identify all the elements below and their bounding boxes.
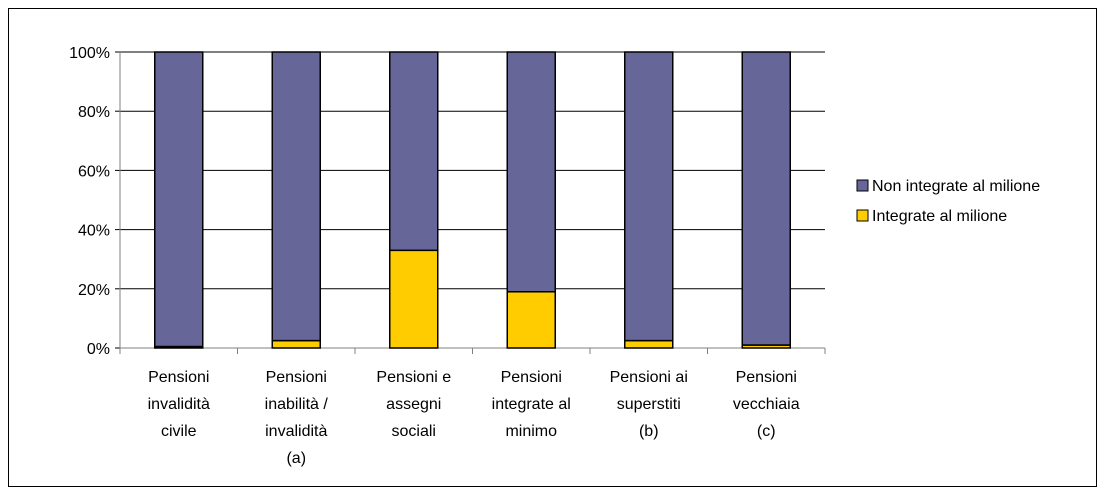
x-tick-label: Pensioni inabilità / invalidità (a) (265, 369, 329, 467)
x-tick-label: Pensioni vecchiaia (c) (733, 369, 800, 440)
bar-segment (154, 51, 204, 348)
y-tick-label: 20% (78, 282, 110, 299)
bar-segment (271, 51, 321, 342)
x-tick-label: Pensioni integrate al minimo (492, 369, 571, 440)
y-tick-label: 100% (69, 45, 110, 62)
bar-segment (741, 51, 791, 346)
bar-segment (624, 339, 674, 349)
x-tick-label: Pensioni invalidità civile (148, 369, 210, 440)
bar-segment (506, 291, 556, 349)
legend-swatch (856, 209, 869, 222)
bar-segment (389, 51, 439, 252)
y-tick-label: 0% (87, 341, 110, 358)
bar-segment (271, 339, 321, 349)
legend-swatch (856, 179, 869, 192)
y-tick-label: 80% (78, 104, 110, 121)
legend-label: Integrate al milione (872, 208, 1007, 225)
y-tick-label: 60% (78, 163, 110, 180)
legend-label: Non integrate al milione (872, 178, 1040, 195)
bar-segment (624, 51, 674, 342)
y-tick-label: 40% (78, 223, 110, 240)
bar-segment (389, 249, 439, 349)
x-tick-label: Pensioni ai superstiti (b) (610, 369, 688, 440)
bar-segment (506, 51, 556, 293)
x-tick-label: Pensioni e assegni sociali (376, 369, 451, 440)
